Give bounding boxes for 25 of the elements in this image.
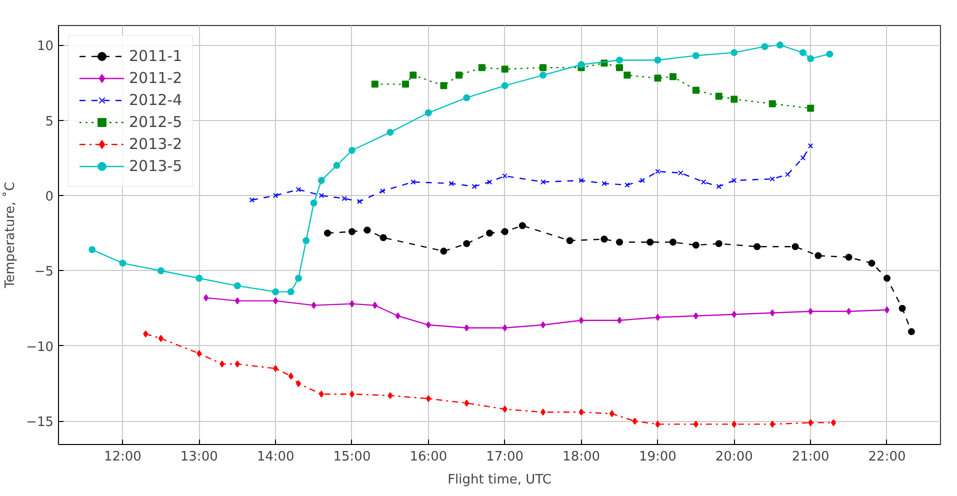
x-tick-label: 21:00	[792, 450, 830, 464]
y-tick-label: 10	[36, 39, 54, 54]
x-tick-label: 17:00	[486, 450, 524, 464]
y-tick-label: 0	[45, 190, 54, 205]
y-tick-label: −10	[26, 340, 54, 355]
legend-label: 2013-2	[129, 135, 182, 153]
legend-label: 2011-2	[129, 69, 182, 87]
x-tick-label: 15:00	[333, 450, 371, 464]
legend-label: 2013-5	[129, 157, 182, 175]
x-tick-label: 13:00	[180, 450, 218, 464]
legend-label: 2012-5	[129, 113, 182, 131]
legend-label: 2012-4	[129, 91, 182, 109]
y-tick-label: −5	[34, 264, 54, 280]
x-axis-title: Flight time, UTC	[448, 472, 552, 488]
x-tick-label: 19:00	[638, 450, 676, 464]
x-tick-label: 18:00	[562, 450, 600, 464]
x-tick-label: 12:00	[104, 450, 142, 464]
x-tick-label: 14:00	[256, 450, 294, 464]
x-tick-label: 20:00	[715, 450, 753, 464]
y-tick-label: −15	[26, 415, 54, 430]
x-tick-label: 22:00	[868, 450, 906, 464]
y-tick-label: 5	[45, 114, 54, 130]
legend-label: 2011-1	[129, 47, 182, 65]
y-axis-title: Temperature, ˚C	[2, 182, 18, 290]
x-tick-label: 16:00	[410, 450, 448, 464]
